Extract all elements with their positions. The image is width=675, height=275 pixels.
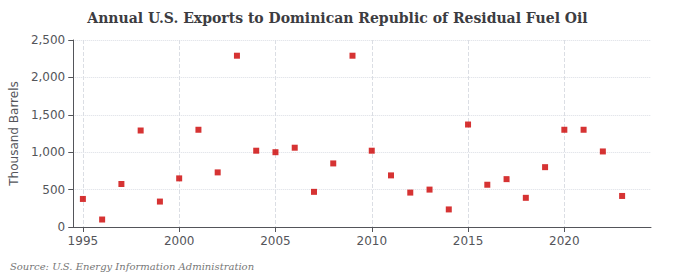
- svg-text:1,000: 1,000: [31, 145, 65, 159]
- svg-text:500: 500: [42, 183, 65, 197]
- svg-text:Thousand Barrels: Thousand Barrels: [7, 81, 21, 186]
- svg-text:Annual U.S. Exports to Dominic: Annual U.S. Exports to Dominican Republi…: [86, 10, 587, 26]
- svg-text:2000: 2000: [164, 234, 195, 248]
- svg-text:2005: 2005: [260, 234, 291, 248]
- svg-text:2020: 2020: [549, 234, 580, 248]
- svg-text:1,500: 1,500: [31, 108, 65, 122]
- svg-text:2,500: 2,500: [31, 33, 65, 47]
- svg-text:1995: 1995: [68, 234, 99, 248]
- svg-text:Source: U.S. Energy Informatio: Source: U.S. Energy Information Administ…: [10, 261, 254, 272]
- svg-text:2,000: 2,000: [31, 70, 65, 84]
- svg-text:2010: 2010: [356, 234, 387, 248]
- svg-text:0: 0: [58, 220, 66, 234]
- svg-text:2015: 2015: [453, 234, 484, 248]
